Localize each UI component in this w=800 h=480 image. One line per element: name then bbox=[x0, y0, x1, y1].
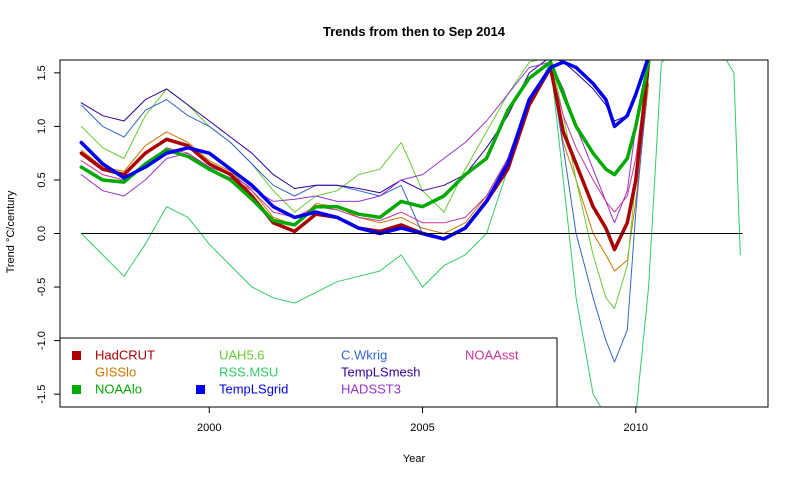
series-line-rss-msu bbox=[80, 60, 741, 407]
legend-marker bbox=[72, 351, 81, 360]
x-axis-label: Year bbox=[403, 453, 426, 465]
y-tick-label: -0.5 bbox=[36, 278, 48, 297]
legend-label: TempLSgrid bbox=[219, 382, 288, 397]
legend-marker bbox=[196, 385, 205, 394]
x-tick-label: 2000 bbox=[197, 422, 221, 434]
legend-label: UAH5.6 bbox=[219, 348, 265, 363]
series-line-templsgrid bbox=[79, 60, 650, 241]
legend-label: NOAAlo bbox=[95, 382, 142, 397]
plot-frame bbox=[59, 59, 769, 408]
y-tick-label: 0.0 bbox=[36, 226, 48, 241]
legend: HadCRUT GISSlo NOAAlo UAH5.6 RSS.MSU TempLSgr… bbox=[59, 337, 558, 408]
y-tick-label: -1.5 bbox=[36, 385, 48, 404]
series-line-hadcrut bbox=[79, 60, 651, 252]
y-tick-label: 0.5 bbox=[36, 172, 48, 187]
legend-label: GISSlo bbox=[95, 365, 136, 380]
legend-label: HADSST3 bbox=[341, 382, 401, 397]
chart-title: Trends from then to Sep 2014 bbox=[323, 24, 506, 39]
y-tick-label: 1.0 bbox=[36, 119, 48, 134]
series-line-c-wkrig bbox=[80, 67, 650, 363]
series-line-noaasst bbox=[80, 61, 650, 224]
legend-label: TempLSmesh bbox=[341, 365, 420, 380]
y-tick-label: 1.5 bbox=[36, 65, 48, 80]
x-tick-label: 2005 bbox=[410, 422, 434, 434]
legend-label: C.Wkrig bbox=[341, 348, 387, 363]
legend-label: RSS.MSU bbox=[219, 365, 278, 380]
x-tick-label: 2010 bbox=[624, 422, 648, 434]
y-axis-label: Trend °C/century bbox=[5, 190, 17, 273]
axes-layer: 2000 2005 2010 -1.5 -1.0 -0.5 0.0 0.5 1.0 1.5 bbox=[36, 65, 648, 434]
legend-label: HadCRUT bbox=[95, 348, 155, 363]
series-layer bbox=[79, 60, 741, 407]
legend-label: NOAAsst bbox=[465, 348, 519, 363]
legend-marker bbox=[72, 385, 81, 394]
y-tick-label: -1.0 bbox=[36, 331, 48, 350]
series-line-noaalo bbox=[79, 60, 651, 227]
